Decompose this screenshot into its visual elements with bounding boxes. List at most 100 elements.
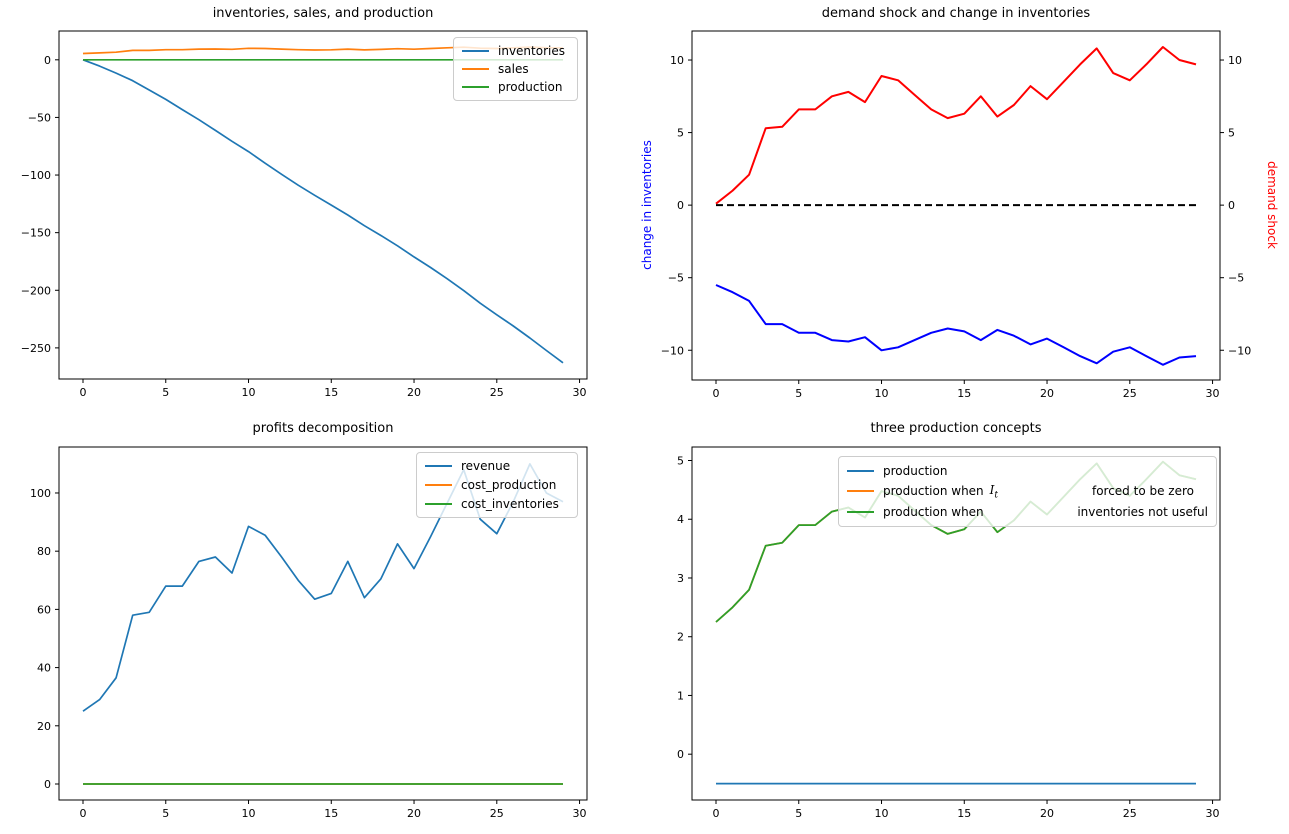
y-tick-label-right: 10 — [1228, 54, 1242, 67]
y-tick-label: −150 — [21, 227, 51, 240]
legend-math-symbol: It — [989, 482, 999, 501]
subplot-title-three-production-concepts: three production concepts — [870, 421, 1042, 436]
x-tick-label: 20 — [407, 386, 421, 399]
x-tick-label: 20 — [407, 807, 421, 820]
y-tick-label: −50 — [28, 111, 51, 124]
x-tick-label: 25 — [490, 386, 504, 399]
x-tick-label: 15 — [324, 386, 338, 399]
y-tick-label: 100 — [30, 487, 51, 500]
y-tick-label-right: −10 — [1228, 344, 1251, 357]
y-tick-label: 40 — [37, 662, 51, 675]
x-tick-label: 15 — [957, 807, 971, 820]
y-tick-label: 5 — [677, 127, 684, 140]
y-tick-label-right: 5 — [1228, 127, 1235, 140]
line-revenue — [82, 463, 564, 712]
legend-line-swatch — [462, 50, 489, 52]
legend-line-swatch — [425, 465, 452, 468]
x-tick-label: 5 — [795, 807, 802, 820]
y-tick-label: 3 — [677, 572, 684, 585]
y-tick-label: −10 — [661, 344, 684, 357]
y-tick-label: 4 — [677, 513, 684, 526]
x-tick-label: 15 — [324, 807, 338, 820]
y-tick-label: 5 — [677, 455, 684, 468]
line-inventories — [82, 59, 564, 364]
y-tick-label: 2 — [677, 631, 684, 644]
x-tick-label: 20 — [1040, 807, 1054, 820]
y-tick-label: −200 — [21, 284, 51, 297]
legend-item-label: production when — [883, 505, 984, 520]
legend-three-production-concepts: production production when It forced to be … — [838, 456, 1217, 527]
legend-item: inventories — [462, 44, 569, 58]
legend-line-swatch — [462, 68, 489, 70]
legend-item: production — [462, 80, 569, 94]
x-tick-label: 5 — [795, 387, 802, 400]
legend-line-swatch — [425, 483, 452, 486]
legend-item: cost_production — [425, 478, 569, 492]
axes-spines-3 — [691, 446, 1221, 801]
line-demand-shock — [715, 46, 1197, 205]
x-tick-label: 5 — [162, 807, 169, 820]
legend-line-swatch — [462, 86, 489, 88]
y-axis-label-change-in-inventories: change in inventories — [640, 140, 654, 270]
x-tick-label: 30 — [1206, 807, 1220, 820]
y-tick-label-right: −5 — [1228, 272, 1244, 285]
y-tick-label-right: 0 — [1228, 199, 1235, 212]
x-tick-label: 25 — [1123, 387, 1137, 400]
y-tick-label: 20 — [37, 720, 51, 733]
x-tick-label: 25 — [490, 807, 504, 820]
legend-item-label: cost_production — [461, 477, 557, 492]
axes-spines-0 — [58, 30, 588, 380]
line-change-in-inventories — [715, 284, 1197, 366]
plot-area-2 — [82, 463, 564, 785]
legend-item-label: inventories — [498, 44, 565, 58]
x-tick-label: 0 — [80, 807, 87, 820]
legend-line-swatch — [425, 502, 452, 505]
legend-item: production — [847, 464, 1208, 478]
legend-item: production when It forced to be zero — [847, 483, 1208, 500]
x-tick-label: 30 — [1206, 387, 1220, 400]
plot-area-1 — [715, 46, 1197, 366]
legend-item: production when inventories not useful — [847, 505, 1208, 519]
axes-spines-2 — [58, 446, 588, 801]
subplot-title-inventories-sales-production: inventories, sales, and production — [212, 6, 434, 21]
legend-inventories-sales-production: inventories sales production — [453, 37, 578, 101]
legend-item-label: cost_inventories — [461, 496, 559, 511]
legend-item-label: sales — [498, 62, 529, 76]
x-tick-label: 15 — [957, 387, 971, 400]
y-tick-label: 0 — [677, 199, 684, 212]
subplot-title-profits-decomposition: profits decomposition — [252, 421, 394, 436]
x-tick-label: 10 — [242, 386, 256, 399]
legend-item: revenue — [425, 459, 569, 473]
y-tick-label: 0 — [677, 748, 684, 761]
x-tick-label: 25 — [1123, 807, 1137, 820]
y-tick-label: 60 — [37, 603, 51, 616]
x-tick-label: 0 — [713, 807, 720, 820]
legend-item-label-suffix: inventories not useful — [1077, 505, 1208, 520]
x-tick-label: 0 — [80, 386, 87, 399]
legend-item: cost_inventories — [425, 497, 569, 511]
legend-item-label: production when — [883, 484, 984, 499]
y-tick-label: 0 — [44, 54, 51, 67]
x-tick-label: 5 — [162, 386, 169, 399]
x-tick-label: 10 — [875, 807, 889, 820]
x-tick-label: 0 — [713, 387, 720, 400]
legend-item: sales — [462, 62, 569, 76]
y-tick-label: 10 — [670, 54, 684, 67]
subplot-title-demand-shock: demand shock and change in inventories — [821, 6, 1091, 21]
x-tick-label: 10 — [875, 387, 889, 400]
y-tick-label: 80 — [37, 545, 51, 558]
x-tick-label: 10 — [242, 807, 256, 820]
legend-item-label: production — [883, 463, 948, 478]
x-tick-label: 30 — [573, 386, 587, 399]
legend-line-swatch — [847, 511, 874, 514]
x-tick-label: 30 — [573, 807, 587, 820]
y-axis-label-demand-shock: demand shock — [1265, 161, 1279, 249]
y-tick-label: −250 — [21, 342, 51, 355]
y-tick-label: 1 — [677, 689, 684, 702]
y-tick-label: 0 — [44, 778, 51, 791]
y-tick-label: −5 — [668, 272, 684, 285]
legend-item-label: production — [498, 80, 563, 94]
legend-item-label: revenue — [461, 459, 511, 474]
